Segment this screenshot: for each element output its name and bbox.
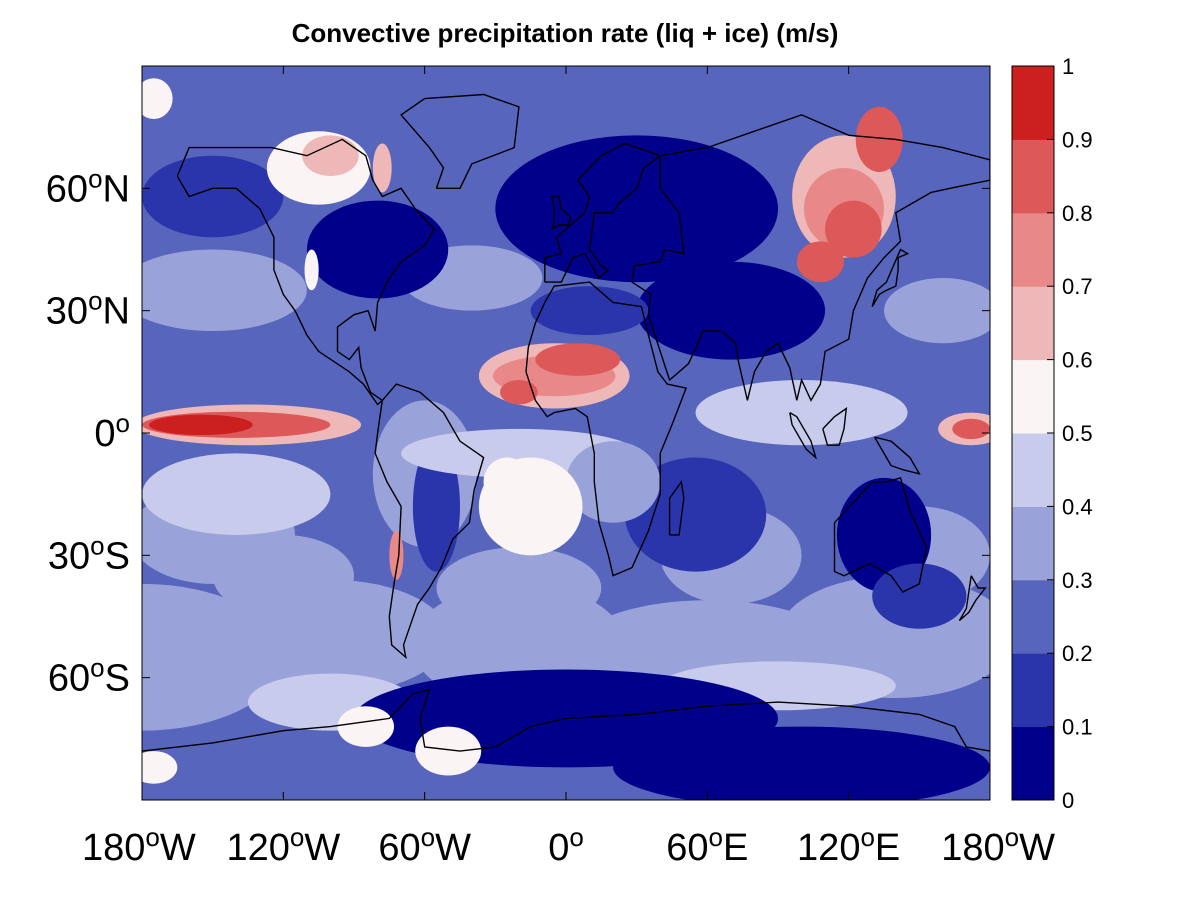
y-tick-label: 30oS (48, 530, 130, 577)
y-tick-label: 30oN (46, 286, 130, 333)
colorbar-tick-label: 0.7 (1062, 274, 1093, 299)
colorbar: 0 0.1 0.2 0.3 0.4 0.5 0.6 0.7 0.8 0.9 1 (1011, 54, 1093, 813)
y-tick-label: 60oN (46, 163, 130, 210)
colorbar-tick-label: 0.5 (1062, 421, 1093, 446)
x-tick-label: 120oW (226, 822, 340, 869)
y-tick-label: 60oS (48, 653, 130, 700)
x-tick-label: 60oE (666, 822, 748, 869)
colorbar-segment (1012, 359, 1054, 434)
colorbar-segment (1012, 286, 1054, 361)
colorbar-segment (1012, 653, 1054, 728)
x-tick-label: 180oW (941, 822, 1055, 869)
colorbar-tick-label: 0.2 (1062, 641, 1093, 666)
colorbar-segment (1012, 726, 1054, 801)
colorbar-tick-label: 0 (1062, 788, 1074, 813)
colorbar-segment (1012, 433, 1054, 507)
colorbar-tick-label: 0.6 (1062, 348, 1093, 373)
colorbar-tick-label: 0.4 (1062, 494, 1093, 519)
colorbar-tick-label: 1 (1062, 54, 1074, 79)
colorbar-segment (1012, 66, 1054, 140)
x-tick-label: 0o (548, 822, 584, 869)
x-tick-label: 60oW (378, 822, 471, 869)
colorbar-segment (1012, 139, 1054, 214)
colorbar-tick-label: 0.3 (1062, 568, 1093, 593)
colorbar-segment (1012, 506, 1054, 581)
colorbar-tick-label: 0.9 (1062, 127, 1093, 152)
x-tick-label: 120oE (797, 822, 900, 869)
colorbar-tick-label: 0.1 (1062, 715, 1093, 740)
colorbar-tick-label: 0.8 (1062, 201, 1093, 226)
map-plot-area (142, 66, 990, 800)
colorbar-segment (1012, 579, 1054, 654)
chart-title: Convective precipitation rate (liq + ice… (291, 18, 839, 48)
x-tick-label: 180oW (82, 822, 196, 869)
y-tick-label: 0o (94, 408, 130, 455)
colorbar-segment (1012, 212, 1054, 287)
